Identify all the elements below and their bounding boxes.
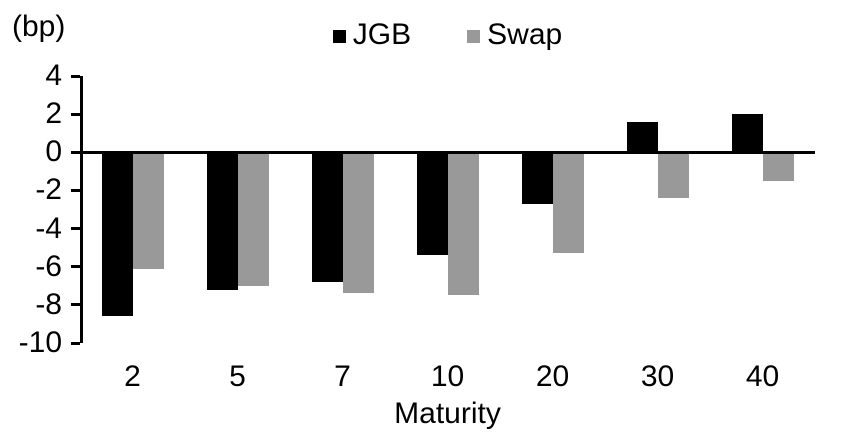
y-tick-label: -4 — [35, 211, 62, 245]
legend-swatch-swap-icon — [467, 30, 481, 43]
x-axis-title: Maturity — [394, 397, 501, 430]
y-tick-mark — [71, 265, 80, 269]
plot-area — [71, 74, 815, 345]
legend-swatch-jgb-icon — [332, 30, 346, 43]
y-tick-mark — [71, 227, 80, 231]
bar-jgb-30 — [626, 121, 658, 153]
legend-label-swap: Swap — [487, 18, 563, 51]
y-tick-label: -2 — [35, 173, 62, 207]
y-tick-mark — [71, 341, 80, 345]
x-axis-zero-line — [80, 151, 815, 154]
bar-swap-7 — [342, 152, 374, 294]
bar-jgb-10 — [416, 152, 448, 256]
y-axis-unit-label: (bp) — [12, 10, 66, 43]
bar-swap-2 — [132, 152, 164, 269]
bar-jgb-7 — [311, 152, 343, 282]
y-axis-line — [80, 76, 83, 343]
bar-jgb-2 — [101, 152, 133, 317]
legend-item-swap: Swap — [467, 18, 562, 52]
y-tick-mark — [71, 303, 80, 307]
y-tick-mark — [71, 74, 80, 78]
y-tick-label: 4 — [45, 59, 62, 92]
x-tick-label: 5 — [229, 360, 246, 393]
y-tick-label: 0 — [45, 135, 62, 169]
y-tick-mark — [71, 112, 80, 116]
y-tick-mark — [71, 150, 80, 154]
x-tick-label: 30 — [640, 360, 675, 393]
y-tick-label: -8 — [35, 287, 62, 321]
bar-swap-10 — [447, 152, 479, 296]
y-tick-label: 2 — [45, 97, 62, 131]
bar-swap-40 — [762, 152, 794, 181]
x-axis-labels: 2 5 7 10 20 30 40 — [80, 362, 815, 394]
bar-jgb-20 — [521, 152, 553, 204]
legend-label-jgb: JGB — [352, 18, 412, 51]
x-tick-label: 40 — [745, 360, 780, 393]
bar-swap-20 — [552, 152, 584, 254]
bar-jgb-5 — [206, 152, 238, 290]
legend-item-jgb: JGB — [332, 18, 412, 52]
y-tick-label: -6 — [35, 249, 62, 283]
x-tick-label: 20 — [535, 360, 570, 393]
y-axis-labels: 4 2 0 -2 -4 -6 -8 -10 — [0, 61, 70, 358]
bar-jgb-40 — [731, 114, 763, 153]
y-tick-label: -10 — [18, 326, 62, 359]
x-tick-label: 10 — [430, 360, 465, 393]
y-tick-mark — [71, 188, 80, 192]
x-tick-label: 7 — [334, 360, 351, 393]
legend: JGB Swap — [80, 18, 815, 52]
bar-swap-30 — [657, 152, 689, 199]
bar-swap-5 — [237, 152, 269, 286]
x-tick-label: 2 — [124, 360, 141, 393]
